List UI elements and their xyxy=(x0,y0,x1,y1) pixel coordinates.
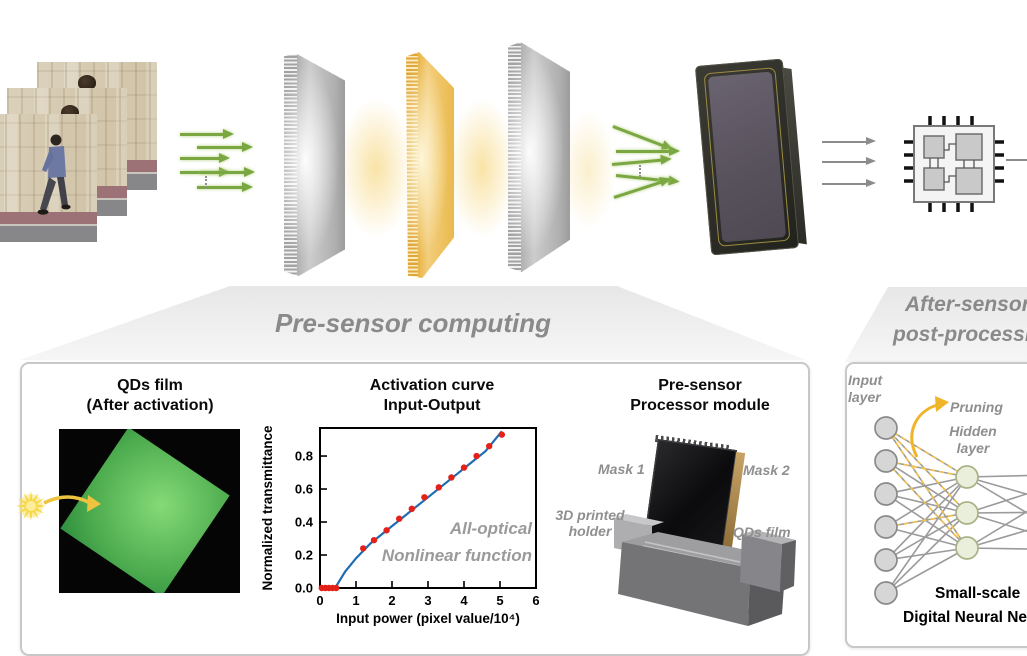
svg-text:0.2: 0.2 xyxy=(295,548,313,563)
activation-chart: 0 1 2 3 4 5 6 0.0 0.2 0.4 0.6 0.8 Input power (pixel… xyxy=(260,425,540,626)
beam-glow xyxy=(338,98,414,238)
hidden-layer-label-line2: layer xyxy=(956,440,990,456)
svg-text:Normalized transmittance: Normalized transmittance xyxy=(260,425,275,591)
nn-caption-line1: Small-scale xyxy=(935,585,1021,602)
svg-text:5: 5 xyxy=(496,593,503,608)
qds-film-label: QDs film xyxy=(733,524,791,540)
signal-arrow-icon xyxy=(822,137,876,145)
activation-title-line1: Activation curve xyxy=(369,377,495,394)
hidden-layer-label-line1: Hidden xyxy=(949,423,997,439)
holder-label-line2: holder xyxy=(568,523,612,539)
signal-arrow-icon xyxy=(822,157,876,165)
diffractive-mask-1-icon xyxy=(284,54,345,276)
image-sensor-icon xyxy=(694,58,807,256)
svg-text:0.0: 0.0 xyxy=(295,581,313,596)
street-strip xyxy=(0,212,97,242)
ellipsis-dots-icon xyxy=(205,176,207,188)
hidden-layer-label: Hidden layer xyxy=(933,423,1013,457)
qds-title-line1: QDs film xyxy=(117,377,183,394)
light-arrow-icon xyxy=(613,179,666,199)
module-title-line1: Pre-sensor xyxy=(658,377,742,394)
excitation-arrow-icon xyxy=(43,495,101,512)
sensor-gold-frame xyxy=(703,67,791,247)
svg-text:0.6: 0.6 xyxy=(295,482,313,497)
pedestrian-figure xyxy=(37,134,71,215)
light-arrow-icon xyxy=(616,146,680,156)
diffractive-mask-2-icon xyxy=(508,42,570,272)
svg-text:2: 2 xyxy=(388,593,395,608)
ellipsis-dots-icon xyxy=(639,165,641,177)
input-layer-label-line1: Input xyxy=(848,372,883,388)
chart-annotation-line2: Nonlinear function xyxy=(381,546,532,565)
video-frame-front xyxy=(0,114,97,242)
holder-base-photo xyxy=(614,514,796,626)
qds-title-line2: (After activation) xyxy=(86,397,214,414)
light-arrow-icon xyxy=(197,142,253,152)
chart-annotation-line1: All-optical xyxy=(449,519,532,538)
signal-line xyxy=(1006,159,1027,161)
after-sensor-label-line1: After-sensor xyxy=(905,293,1027,316)
pedestrian-head xyxy=(78,75,96,90)
svg-text:4: 4 xyxy=(460,593,468,608)
neural-network-diagram xyxy=(874,396,1027,605)
nn-caption-line2: Digital Neural Network xyxy=(903,609,1027,626)
light-arrow-icon xyxy=(200,167,255,177)
qd-activation-layer-icon xyxy=(406,52,454,278)
light-arrow-icon xyxy=(180,153,230,163)
pre-sensor-label: Pre-sensor computing xyxy=(275,308,551,338)
figure-canvas: Pre-sensor computing After-sensor post-p… xyxy=(0,0,1027,631)
light-arrow-icon xyxy=(612,125,668,149)
processor-chip-icon xyxy=(904,116,1004,212)
signal-arrow-icon xyxy=(822,179,876,187)
input-layer-label: Input layer xyxy=(848,372,882,406)
svg-text:1: 1 xyxy=(352,593,359,608)
beam-glow xyxy=(448,98,516,238)
light-arrow-icon xyxy=(180,129,234,139)
after-sensor-label-line2: post-processing xyxy=(893,323,1027,346)
starburst-icon xyxy=(16,491,46,521)
svg-text:3: 3 xyxy=(424,593,431,608)
holder-label-line1: 3D printed xyxy=(555,507,625,523)
svg-text:6: 6 xyxy=(532,593,539,608)
light-arrow-icon xyxy=(197,182,253,192)
svg-text:0: 0 xyxy=(316,593,323,608)
mask2-label: Mask 2 xyxy=(743,462,790,478)
pruning-label: Pruning xyxy=(950,399,1003,415)
qds-film-photo xyxy=(59,429,240,593)
activation-title-line2: Input-Output xyxy=(383,397,481,414)
module-title-line2: Processor module xyxy=(630,397,770,414)
svg-text:0.8: 0.8 xyxy=(295,449,313,464)
svg-text:Input power (pixel value/10⁴): Input power (pixel value/10⁴) xyxy=(336,611,520,626)
svg-text:0.4: 0.4 xyxy=(295,515,314,530)
mask1-label: Mask 1 xyxy=(598,461,645,477)
input-layer-label-line2: layer xyxy=(848,389,881,405)
